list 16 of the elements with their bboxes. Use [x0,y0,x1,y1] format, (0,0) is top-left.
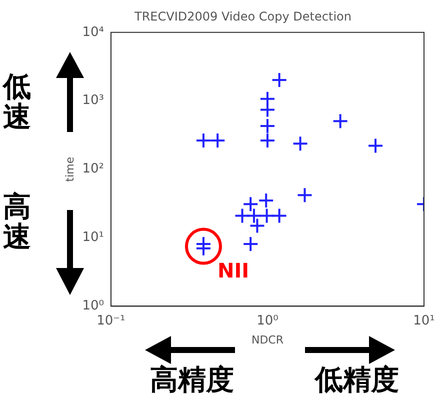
x-tick-label: 10¹ [413,313,435,328]
x-tick-label: 10⁰ [256,313,278,328]
text: 低速 [2,70,32,134]
annotation: NII [217,258,250,283]
y-tick-label: 10¹ [82,230,104,246]
y-tick-label: 10³ [82,93,104,108]
text: 低精度 [315,363,399,396]
y-tick-label: 10⁰ [82,298,104,314]
chart-title: TRECVID2009 Video Copy Detection [134,9,352,24]
text: 高精度 [150,363,234,396]
y-tick-label: 10² [82,162,104,177]
x-tick-label: 10⁻¹ [96,313,126,328]
text: 高速 [2,190,32,254]
y-tick-label: 10⁴ [82,24,104,40]
x-axis-title: NDCR [251,333,284,346]
y-axis-title: time [63,156,76,182]
